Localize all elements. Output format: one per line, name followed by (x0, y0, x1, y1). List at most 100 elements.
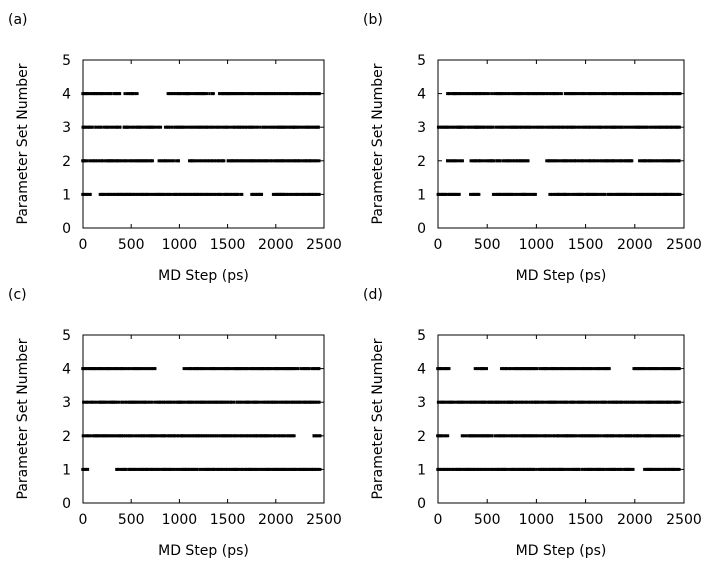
data-point (143, 192, 147, 196)
data-point (495, 125, 499, 129)
data-point (278, 434, 283, 438)
data-point (206, 92, 209, 96)
data-point (311, 192, 315, 196)
data-point (646, 192, 650, 196)
data-point (639, 125, 644, 129)
data-point (451, 125, 456, 129)
data-point (507, 125, 511, 129)
data-point (318, 434, 322, 438)
data-point (127, 92, 130, 96)
data-point (570, 125, 575, 129)
data-point (621, 434, 625, 438)
x-tick-label: 1500 (568, 237, 604, 253)
data-point (674, 434, 677, 438)
data-point (305, 159, 309, 163)
data-point (460, 125, 465, 129)
data-point (175, 192, 180, 196)
data-point (657, 367, 660, 371)
data-point (554, 159, 557, 163)
y-tick-label: 3 (62, 120, 71, 136)
data-point (673, 125, 678, 129)
data-point (192, 434, 195, 438)
data-point (658, 92, 663, 96)
data-point (216, 400, 220, 404)
data-point (475, 159, 478, 163)
y-tick-label: 1 (62, 187, 71, 203)
data-point (174, 92, 177, 96)
data-point (503, 125, 507, 129)
data-point (558, 192, 561, 196)
plot-frame (82, 334, 325, 504)
data-point (448, 192, 453, 196)
data-point (582, 192, 587, 196)
data-point (85, 367, 90, 371)
data-point (595, 400, 600, 404)
data-point (212, 125, 216, 129)
x-tick-label: 0 (434, 512, 443, 528)
data-point (669, 159, 673, 163)
data-point (655, 92, 659, 96)
data-point (172, 159, 175, 163)
data-point (286, 467, 289, 471)
data-point (121, 434, 124, 438)
data-point (194, 192, 199, 196)
data-point (509, 159, 513, 163)
data-point (260, 400, 263, 404)
data-point (555, 125, 558, 129)
data-point (500, 159, 502, 163)
data-point (97, 125, 100, 129)
data-point (300, 159, 303, 163)
data-point (149, 125, 152, 129)
data-point (86, 434, 90, 438)
y-tick-label: 0 (62, 496, 71, 512)
data-point (270, 92, 274, 96)
data-point (190, 92, 194, 96)
data-point (599, 159, 602, 163)
data-point (229, 367, 232, 371)
data-point (283, 467, 288, 471)
data-point (178, 125, 183, 129)
data-point (524, 467, 528, 471)
data-point (277, 434, 279, 438)
data-point (667, 400, 672, 404)
data-point (214, 192, 217, 196)
data-point (571, 467, 575, 471)
data-point (655, 159, 660, 163)
data-point (275, 400, 279, 404)
data-point (108, 92, 112, 96)
data-point (260, 192, 264, 196)
data-point (581, 467, 586, 471)
data-point (673, 159, 676, 163)
data-point (163, 400, 167, 404)
data-point (643, 159, 647, 163)
data-point (224, 400, 229, 404)
data-point (531, 434, 535, 438)
data-point (125, 92, 128, 96)
data-point (174, 159, 176, 163)
y-axis-title: Parameter Set Number (15, 338, 31, 499)
data-point (278, 367, 282, 371)
data-point (531, 400, 534, 404)
x-tick-label: 1000 (519, 237, 555, 253)
data-point (614, 125, 617, 129)
data-point (469, 192, 472, 196)
data-point (610, 434, 614, 438)
data-point (677, 192, 682, 196)
data-point (464, 125, 467, 129)
data-point (217, 367, 220, 371)
data-point (163, 434, 166, 438)
data-point (471, 159, 476, 163)
data-point (180, 400, 184, 404)
data-point (484, 92, 489, 96)
data-point (114, 192, 119, 196)
data-point (296, 92, 301, 96)
data-point (258, 400, 262, 404)
data-point (203, 367, 207, 371)
data-point (196, 367, 198, 371)
data-point (283, 192, 288, 196)
data-point (542, 400, 545, 404)
data-point (257, 400, 260, 404)
data-point (560, 192, 563, 196)
data-point (570, 159, 574, 163)
data-point (465, 434, 468, 438)
